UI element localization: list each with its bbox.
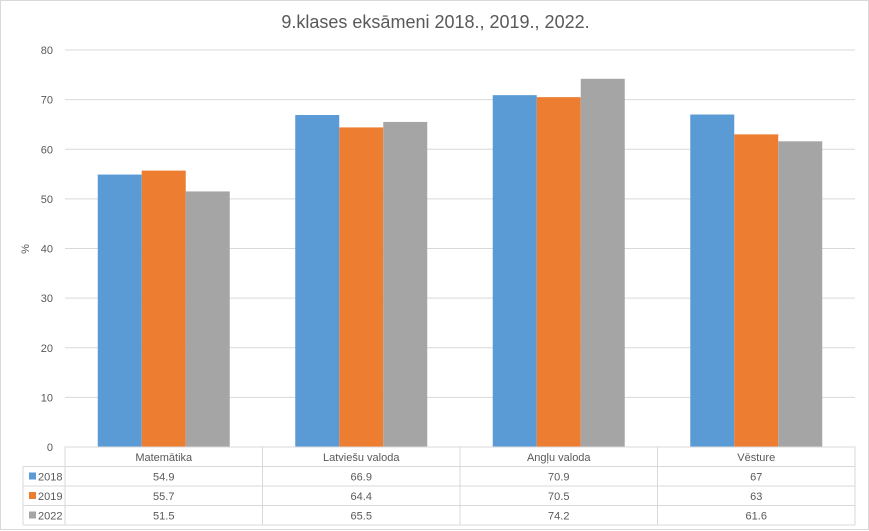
x-tick-label: Vēsture [737,452,775,464]
y-axis-label: % [20,244,32,254]
data-label: 65.5 [351,511,372,523]
y-tick-label: 20 [41,343,53,355]
bar-2022-2 [580,78,625,447]
y-axis-ticks: 0 10 20 30 40 50 60 70 80 [41,45,53,454]
data-table: Matemātika Latviešu valoda Angļu valoda Vēs… [22,446,856,526]
y-tick-label: 80 [41,45,53,57]
y-tick-label: 50 [41,194,53,206]
data-label: 51.5 [153,511,174,523]
y-tick-label: 70 [41,95,53,107]
chart-title: 9.klases eksāmeni 2018., 2019., 2022. [281,12,589,32]
data-label: 63 [750,491,762,503]
data-label: 54.9 [153,472,174,484]
x-tick-label: Angļu valoda [527,452,591,464]
legend-label-2019: 2019 [38,491,62,503]
data-label: 66.9 [351,472,372,484]
data-label: 70.5 [548,491,569,503]
bar-2018-1 [295,115,340,447]
data-label: 55.7 [153,491,174,503]
data-label: 74.2 [548,511,569,523]
bar-2022-1 [383,121,428,448]
bar-2018-0 [97,174,142,447]
legend-label-2022: 2022 [38,511,62,523]
bar-2018-2 [492,95,537,447]
y-tick-label: 60 [41,144,53,156]
legend-swatch-2019 [29,492,36,499]
bar-2022-0 [185,191,230,447]
legend-label-2018: 2018 [38,472,62,484]
data-label: 67 [750,472,762,484]
legend-swatch-2018 [29,472,36,480]
data-label: 61.6 [746,511,767,523]
legend-swatch-2022 [29,511,36,519]
y-tick-label: 30 [41,293,53,305]
data-label: 70.9 [548,472,569,484]
data-label: 64.4 [351,491,372,503]
x-tick-label: Matemātika [135,452,193,464]
bar-2018-3 [690,114,735,447]
bar-2019-3 [734,134,779,448]
bars [97,78,823,448]
y-tick-label: 40 [41,244,53,256]
bar-2022-3 [778,141,823,447]
bar-2019-2 [536,97,581,448]
y-tick-label: 0 [47,442,53,454]
bar-2019-0 [141,170,186,447]
x-tick-label: Latviešu valoda [323,452,400,464]
bar-2019-1 [339,127,384,447]
y-tick-label: 10 [41,392,53,404]
